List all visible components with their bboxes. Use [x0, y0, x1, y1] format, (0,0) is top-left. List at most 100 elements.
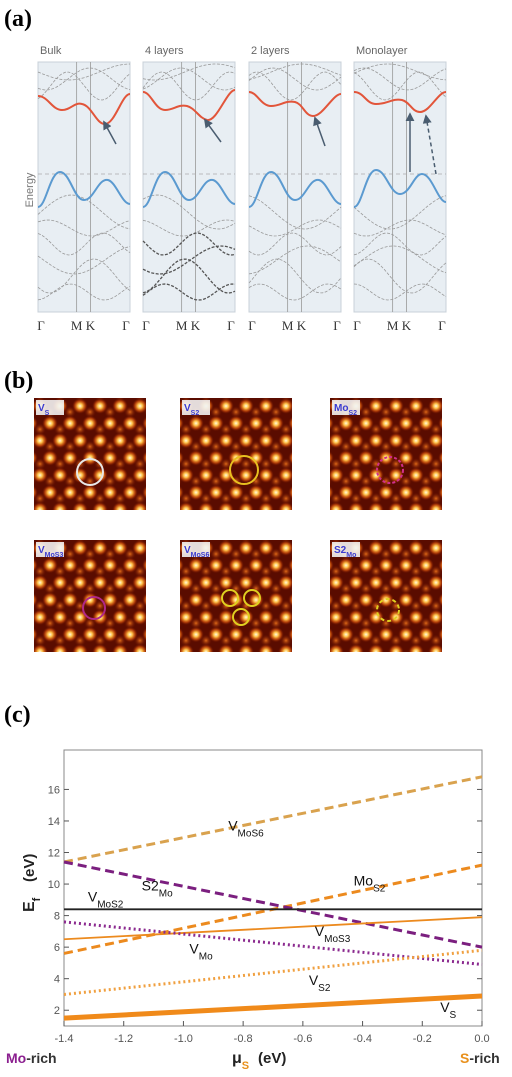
atom-spot — [268, 519, 284, 535]
atom-spot — [308, 485, 324, 501]
atom-spot — [288, 519, 304, 535]
dim-spot — [24, 652, 36, 664]
atom-spot — [152, 467, 168, 483]
atom-spot — [258, 467, 274, 484]
transition-arrow — [203, 118, 222, 143]
atom-spot — [72, 398, 88, 414]
atom-spot — [180, 485, 184, 500]
band-line — [142, 283, 236, 301]
atom-spot — [308, 398, 324, 414]
dim-spot — [450, 600, 462, 612]
dim-spot — [470, 458, 482, 470]
atom-spot — [238, 643, 254, 652]
atom-spot — [278, 398, 292, 414]
atom-spot — [162, 557, 178, 573]
atom-spot — [188, 591, 204, 608]
atom-spot — [448, 540, 464, 556]
dim-spot — [154, 600, 166, 612]
atom-spot — [448, 609, 464, 625]
atom-spot — [268, 591, 284, 608]
atom-spot — [180, 432, 194, 449]
atom-spot — [458, 627, 474, 643]
atom-spot — [278, 609, 292, 626]
image-label-part: Mo — [346, 552, 356, 559]
atom-spot — [258, 609, 274, 626]
dim-spot — [180, 527, 192, 539]
atom-spot — [298, 502, 314, 518]
atom-spot — [358, 661, 374, 677]
atom-spot — [298, 644, 314, 660]
atom-spot — [218, 643, 234, 652]
atom-spot — [158, 433, 174, 449]
dim-spot — [254, 509, 258, 510]
stm-image: VMoS3 — [24, 540, 178, 677]
stm-image: VMoS6 — [158, 540, 314, 681]
atom-spot — [62, 557, 78, 574]
atom-spot — [238, 398, 254, 414]
defect-marker — [232, 608, 250, 626]
atom-spot — [180, 643, 194, 652]
atom-spot — [168, 519, 184, 535]
series-label-part: Mo — [159, 888, 173, 899]
dim-spot — [154, 458, 166, 470]
series-label-part: S2 — [142, 877, 159, 893]
atom-spot — [368, 540, 384, 556]
series-label-part: S2 — [318, 982, 331, 993]
atom-spot — [258, 398, 274, 414]
band-line — [248, 195, 342, 230]
dim-spot — [234, 509, 238, 510]
atom-spot — [330, 574, 344, 591]
dim-spot — [430, 669, 442, 681]
atom-spot — [34, 501, 48, 510]
dim-spot — [68, 651, 72, 652]
range-note-part: -rich — [469, 1050, 499, 1066]
atom-spot — [142, 558, 146, 573]
label-box — [36, 400, 64, 415]
atom-spot — [198, 432, 214, 449]
atom-spot — [102, 591, 118, 608]
atom-spot — [180, 609, 194, 626]
range-note: S-rich — [460, 1050, 500, 1066]
atom-spot — [132, 540, 146, 556]
atom-spot — [208, 661, 224, 677]
atom-spot — [180, 416, 184, 431]
series-line — [63, 948, 483, 996]
atom-spot — [82, 557, 98, 574]
atom-spot — [268, 449, 284, 466]
atom-spot — [72, 574, 88, 591]
image-label: VMoS3 — [38, 545, 63, 559]
dim-spot — [164, 475, 176, 487]
atom-spot — [348, 643, 364, 652]
series-label: VMoS2 — [88, 888, 124, 910]
dim-spot — [300, 423, 312, 435]
atom-spot — [338, 591, 354, 608]
atom-spot — [418, 626, 434, 643]
atom-spot — [438, 558, 442, 573]
atom-spot — [438, 592, 442, 607]
atom-spot — [82, 661, 98, 677]
atom-spot — [308, 609, 324, 625]
atom-spot — [398, 415, 414, 432]
band-line — [37, 67, 131, 91]
atom-spot — [102, 661, 118, 677]
atom-spot — [42, 449, 58, 466]
panel-label: (a) — [4, 6, 32, 32]
atom-spot — [158, 644, 174, 660]
atom-spot — [34, 609, 48, 626]
dim-spot — [220, 669, 232, 681]
atom-spot — [458, 519, 474, 535]
atom-spot — [218, 540, 234, 556]
dim-spot — [470, 423, 482, 435]
atom-spot — [34, 558, 38, 573]
atom-spot — [92, 467, 108, 484]
atom-spot — [218, 609, 234, 626]
atom-spot — [358, 484, 374, 501]
label-box — [332, 400, 360, 415]
atom-spot — [418, 523, 434, 539]
atom-spot — [358, 626, 374, 643]
series-label-part: V — [228, 817, 238, 833]
atom-spot — [112, 574, 128, 591]
atom-spot — [288, 450, 292, 465]
x-tick-label: -0.2 — [413, 1033, 432, 1045]
series-label: VS2 — [309, 972, 331, 994]
